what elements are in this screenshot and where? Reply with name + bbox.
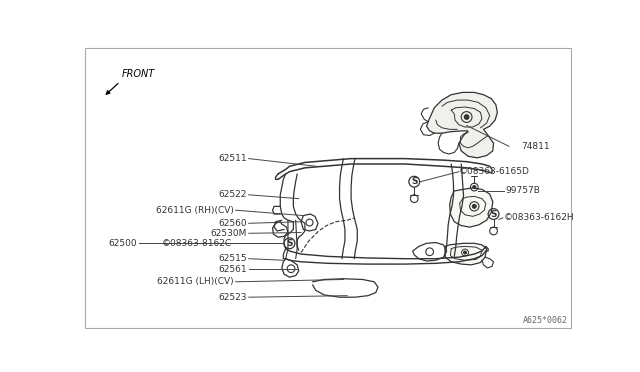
Polygon shape — [445, 243, 486, 265]
Text: S: S — [411, 177, 417, 186]
Text: 62560: 62560 — [218, 219, 247, 228]
Text: ©08363-6162H: ©08363-6162H — [504, 214, 574, 222]
Text: 99757B: 99757B — [505, 186, 540, 195]
Text: 74811: 74811 — [521, 142, 550, 151]
Polygon shape — [427, 92, 497, 158]
Text: ©08363-8162C: ©08363-8162C — [162, 239, 232, 248]
Text: 62523: 62523 — [219, 293, 247, 302]
Text: FRONT: FRONT — [122, 68, 155, 78]
Text: A625*0062: A625*0062 — [524, 316, 568, 325]
Circle shape — [473, 186, 476, 189]
Text: 62530M: 62530M — [211, 229, 247, 238]
Polygon shape — [450, 188, 493, 227]
Text: 62611G (LH)(CV): 62611G (LH)(CV) — [157, 277, 234, 286]
Text: 62511: 62511 — [218, 154, 247, 163]
Text: 62561: 62561 — [218, 265, 247, 274]
Text: 62611G (RH)(CV): 62611G (RH)(CV) — [156, 206, 234, 215]
Text: 62515: 62515 — [218, 254, 247, 263]
Text: 62500: 62500 — [108, 239, 137, 248]
Text: S: S — [286, 239, 292, 248]
Text: 62522: 62522 — [219, 190, 247, 199]
Text: S: S — [490, 209, 497, 218]
Circle shape — [463, 251, 467, 254]
Circle shape — [464, 115, 469, 119]
Text: ©08363-6165D: ©08363-6165D — [459, 167, 530, 176]
Circle shape — [472, 205, 476, 208]
